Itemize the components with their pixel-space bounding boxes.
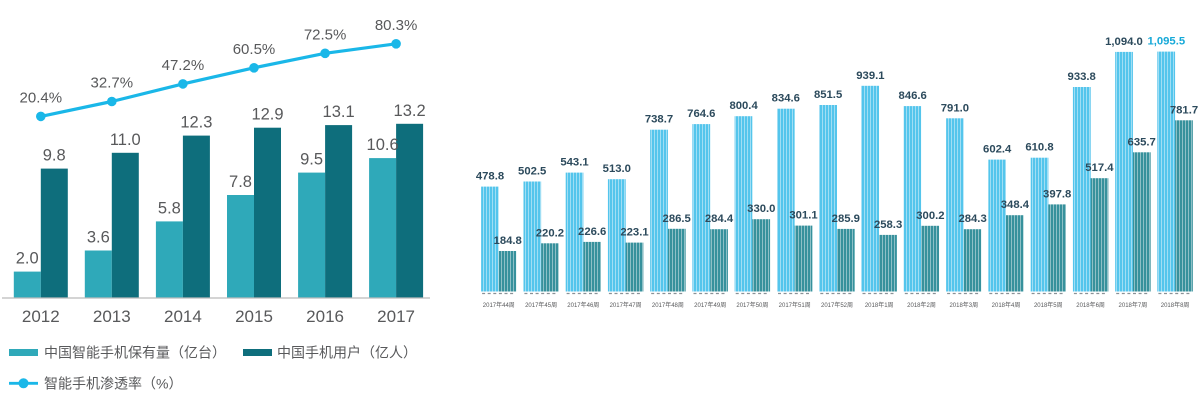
svg-text:60.5%: 60.5% xyxy=(233,41,276,58)
svg-text:72.5%: 72.5% xyxy=(304,26,347,43)
svg-text:2017年49周: 2017年49周 xyxy=(694,301,726,309)
svg-text:2017年45周: 2017年45周 xyxy=(525,301,557,309)
svg-text:348.4: 348.4 xyxy=(1001,199,1030,211)
svg-text:2017年46周: 2017年46周 xyxy=(567,301,599,309)
svg-text:2018年2周: 2018年2周 xyxy=(907,301,936,309)
svg-text:2017年52周: 2017年52周 xyxy=(821,301,853,309)
svg-text:9.8: 9.8 xyxy=(43,147,66,165)
svg-text:397.8: 397.8 xyxy=(1043,188,1071,200)
svg-text:2017年47周: 2017年47周 xyxy=(610,301,642,309)
svg-text:10.6: 10.6 xyxy=(367,136,399,154)
svg-text:513.0: 513.0 xyxy=(603,163,631,175)
svg-text:284.3: 284.3 xyxy=(958,213,986,225)
svg-text:1,095.5: 1,095.5 xyxy=(1147,36,1185,48)
svg-text:478.8: 478.8 xyxy=(476,171,504,183)
svg-text:5.8: 5.8 xyxy=(158,199,181,217)
svg-text:258.3: 258.3 xyxy=(874,219,902,231)
svg-text:286.5: 286.5 xyxy=(663,213,691,225)
svg-text:2017: 2017 xyxy=(377,307,415,326)
svg-text:2018年8周: 2018年8周 xyxy=(1161,301,1190,309)
svg-text:2017年48周: 2017年48周 xyxy=(652,301,684,309)
svg-text:781.7: 781.7 xyxy=(1170,104,1198,116)
svg-text:智能手机渗透率（%）: 智能手机渗透率（%） xyxy=(44,376,182,392)
svg-text:846.6: 846.6 xyxy=(899,90,927,102)
svg-text:220.2: 220.2 xyxy=(536,227,564,239)
svg-text:939.1: 939.1 xyxy=(856,70,884,82)
svg-text:13.1: 13.1 xyxy=(323,103,355,121)
svg-text:32.7%: 32.7% xyxy=(91,75,134,92)
svg-text:47.2%: 47.2% xyxy=(162,57,205,74)
svg-text:7.8: 7.8 xyxy=(229,173,252,191)
svg-text:300.2: 300.2 xyxy=(916,210,944,222)
svg-text:2018年3周: 2018年3周 xyxy=(949,301,978,309)
svg-text:2017年44周: 2017年44周 xyxy=(483,301,515,309)
svg-text:20.4%: 20.4% xyxy=(20,89,63,106)
svg-text:330.0: 330.0 xyxy=(747,203,775,215)
svg-text:12.9: 12.9 xyxy=(251,106,283,124)
svg-text:中国智能手机保有量（亿台）: 中国智能手机保有量（亿台） xyxy=(44,345,226,361)
svg-text:223.1: 223.1 xyxy=(620,227,648,239)
svg-text:2018年7周: 2018年7周 xyxy=(1119,301,1148,309)
svg-text:602.4: 602.4 xyxy=(983,144,1012,156)
svg-text:中国手机用户（亿人）: 中国手机用户（亿人） xyxy=(277,345,417,361)
svg-text:80.3%: 80.3% xyxy=(375,17,418,34)
svg-text:2014: 2014 xyxy=(164,307,202,326)
svg-text:2017年50周: 2017年50周 xyxy=(736,301,768,309)
svg-text:502.5: 502.5 xyxy=(518,166,546,178)
svg-text:11.0: 11.0 xyxy=(110,131,141,149)
svg-text:2017年51周: 2017年51周 xyxy=(779,301,811,309)
svg-text:543.1: 543.1 xyxy=(560,157,588,169)
svg-text:2016: 2016 xyxy=(306,307,344,326)
svg-text:2015: 2015 xyxy=(235,307,273,326)
svg-text:791.0: 791.0 xyxy=(941,102,969,114)
svg-text:285.9: 285.9 xyxy=(832,213,860,225)
svg-text:738.7: 738.7 xyxy=(645,114,673,126)
svg-text:2.0: 2.0 xyxy=(16,250,39,268)
svg-text:13.2: 13.2 xyxy=(394,102,426,120)
svg-text:610.8: 610.8 xyxy=(1025,142,1053,154)
svg-text:851.5: 851.5 xyxy=(814,89,842,101)
svg-text:3.6: 3.6 xyxy=(87,229,110,247)
svg-text:2013: 2013 xyxy=(93,307,131,326)
svg-text:933.8: 933.8 xyxy=(1068,71,1096,83)
svg-text:764.6: 764.6 xyxy=(687,108,715,120)
svg-text:2018年5周: 2018年5周 xyxy=(1034,301,1063,309)
svg-text:12.3: 12.3 xyxy=(180,114,212,132)
svg-text:2012: 2012 xyxy=(22,307,60,326)
svg-text:517.4: 517.4 xyxy=(1085,162,1114,174)
svg-text:184.8: 184.8 xyxy=(494,235,522,247)
svg-text:800.4: 800.4 xyxy=(729,100,758,112)
svg-text:2018年1周: 2018年1周 xyxy=(865,301,894,309)
svg-text:2018年6周: 2018年6周 xyxy=(1076,301,1105,309)
svg-text:9.5: 9.5 xyxy=(300,151,323,169)
svg-text:301.1: 301.1 xyxy=(789,210,817,222)
svg-text:834.6: 834.6 xyxy=(772,93,800,105)
svg-text:1,094.0: 1,094.0 xyxy=(1105,36,1143,48)
svg-text:635.7: 635.7 xyxy=(1128,136,1156,148)
svg-text:284.4: 284.4 xyxy=(705,213,734,225)
svg-text:226.6: 226.6 xyxy=(578,226,606,238)
svg-text:2018年4周: 2018年4周 xyxy=(992,301,1021,309)
